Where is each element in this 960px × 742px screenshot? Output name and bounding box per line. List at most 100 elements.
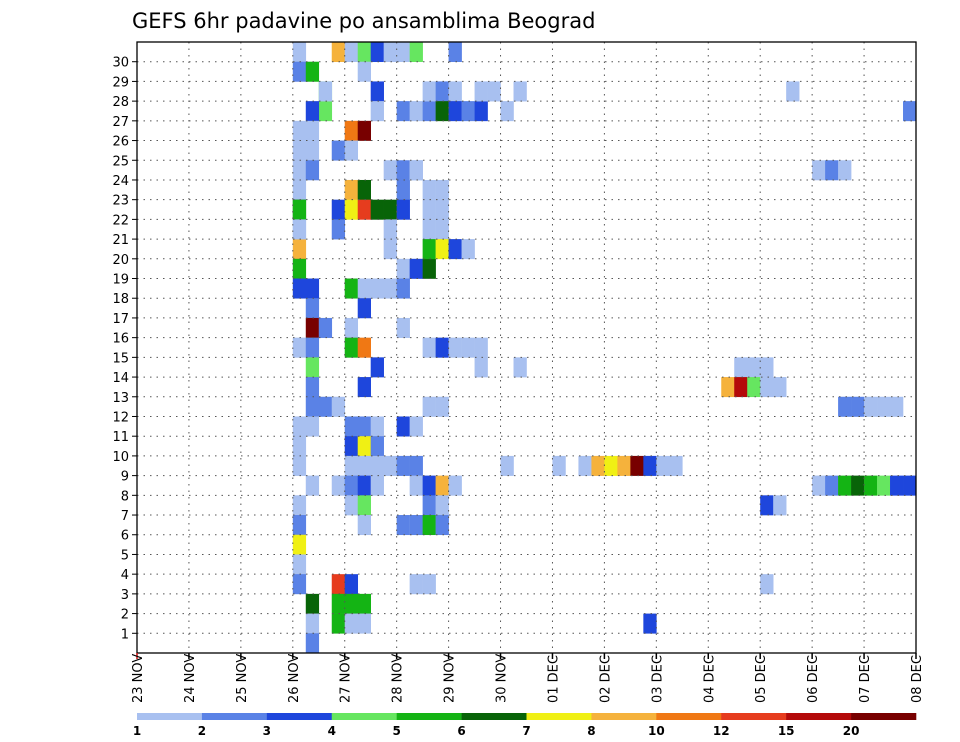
heatmap-cell <box>903 475 917 496</box>
heatmap-cell <box>435 396 449 417</box>
heatmap-cell <box>474 337 488 358</box>
heatmap-cell <box>357 42 371 63</box>
heatmap-cell <box>760 377 774 398</box>
heatmap-cell <box>305 613 320 634</box>
heatmap-cell <box>474 81 488 102</box>
heatmap-cell <box>643 455 657 476</box>
heatmap-cell <box>422 81 436 102</box>
x-tick-label: 24 NOV <box>183 654 198 703</box>
heatmap-cell <box>344 120 359 141</box>
heatmap-cell <box>344 317 359 338</box>
heatmap-cell <box>344 436 359 457</box>
heatmap-cell <box>851 396 865 417</box>
y-tick-label: 5 <box>121 548 129 563</box>
heatmap-cell <box>604 455 618 476</box>
heatmap-cell <box>344 140 359 161</box>
heatmap-cell <box>422 515 436 536</box>
y-tick-label: 20 <box>112 253 129 268</box>
heatmap-cell <box>591 455 605 476</box>
heatmap-cell <box>305 101 320 122</box>
y-tick-label: 21 <box>112 233 129 248</box>
heatmap-cell <box>357 475 371 496</box>
legend-label: 1 <box>133 724 141 738</box>
heatmap-cell <box>656 455 670 476</box>
x-tick-label: 27 NOV <box>339 654 354 703</box>
heatmap-cell <box>331 219 346 240</box>
y-tick-label: 14 <box>112 371 129 386</box>
legend-swatch <box>591 713 657 720</box>
heatmap-cell <box>292 42 307 63</box>
heatmap-cell <box>331 140 346 161</box>
heatmap-cell <box>396 455 410 476</box>
y-tick-label: 8 <box>121 489 129 504</box>
legend-swatch <box>201 713 268 720</box>
heatmap-cell <box>305 61 320 82</box>
y-tick-label: 9 <box>121 470 129 485</box>
y-tick-label: 2 <box>121 608 129 623</box>
heatmap-cell <box>409 258 423 279</box>
legend-label: 6 <box>457 724 465 738</box>
y-tick-label: 25 <box>112 154 129 169</box>
heatmap-cell <box>422 337 436 358</box>
heatmap-cell <box>513 81 527 102</box>
legend-swatch <box>786 713 852 720</box>
heatmap-cell <box>409 160 423 181</box>
heatmap-cell <box>344 278 359 299</box>
heatmap-cell <box>760 495 774 516</box>
heatmap-cell <box>487 81 501 102</box>
heatmap-cell <box>331 593 346 614</box>
heatmap-cell <box>448 337 462 358</box>
x-axis: 23 NOV 24 NOV 25 NOV 26 NOV 27 NOV 28 NOV 29 N… <box>131 653 925 703</box>
heatmap-cell <box>903 101 917 122</box>
x-tick-label: 28 NOV <box>391 654 406 703</box>
x-tick-label: 26 NOV <box>287 654 302 703</box>
heatmap-cell <box>422 495 436 516</box>
heatmap-cell <box>617 455 631 476</box>
heatmap-cell <box>773 495 787 516</box>
heatmap-cell <box>422 396 436 417</box>
y-tick-label: 29 <box>112 75 129 90</box>
heatmap-cell <box>357 298 371 319</box>
legend-label: 4 <box>328 724 336 738</box>
heatmap-cell <box>370 199 384 220</box>
heatmap-cell <box>396 515 410 536</box>
legend-swatch <box>656 713 722 720</box>
chart-title: GEFS 6hr padavine po ansamblima Beograd <box>132 9 595 33</box>
heatmap-cell <box>292 515 307 536</box>
heatmap-cell <box>396 258 410 279</box>
heatmap-cell <box>838 396 852 417</box>
heatmap-cell <box>331 574 346 595</box>
heatmap-cell <box>292 495 307 516</box>
heatmap-cell <box>409 42 423 63</box>
heatmap-cell <box>305 317 320 338</box>
heatmap-cell <box>734 357 748 378</box>
y-tick-label: 30 <box>112 56 129 71</box>
heatmap-cell <box>305 396 320 417</box>
legend-swatch <box>266 713 333 720</box>
legend-swatch <box>851 713 917 720</box>
heatmap-cell <box>292 337 307 358</box>
heatmap-cell <box>305 377 320 398</box>
heatmap-cell <box>435 199 449 220</box>
y-tick-label: 27 <box>112 115 129 130</box>
heatmap-cell <box>409 455 423 476</box>
legend-label: 12 <box>713 724 730 738</box>
legend-label: 10 <box>648 724 665 738</box>
y-axis: 1234567891011121314151617181920212223242… <box>112 56 137 642</box>
heatmap-cell <box>422 475 436 496</box>
heatmap-cell <box>292 416 307 437</box>
heatmap-cell <box>461 337 475 358</box>
y-tick-label: 28 <box>112 95 129 110</box>
y-tick-label: 10 <box>112 450 129 465</box>
heatmap-cell <box>409 416 423 437</box>
x-tick-label: 06 DEC <box>806 655 821 703</box>
heatmap-cell <box>396 278 410 299</box>
y-tick-label: 15 <box>112 351 129 366</box>
y-tick-label: 23 <box>112 194 129 209</box>
heatmap-cell <box>305 593 320 614</box>
legend-swatch <box>331 713 397 720</box>
legend-swatch <box>396 713 462 720</box>
heatmap-cell <box>357 515 371 536</box>
heatmap-cell <box>305 633 320 654</box>
